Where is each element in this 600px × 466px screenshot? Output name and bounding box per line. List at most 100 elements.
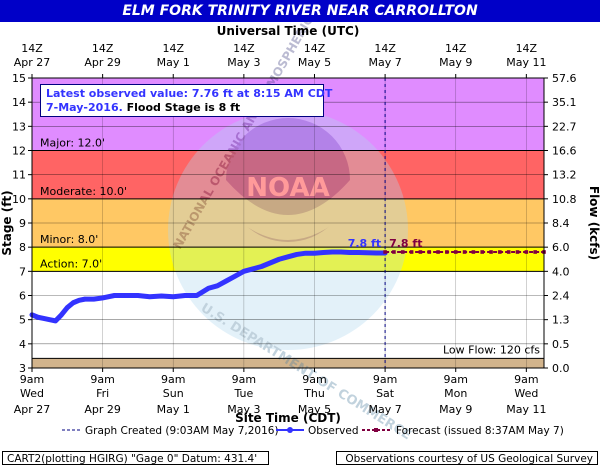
observed-point	[47, 317, 52, 322]
category-label-minor: Minor: 8.0'	[40, 233, 98, 246]
title-bar	[0, 0, 600, 22]
observed-point	[194, 293, 199, 298]
flood-stage-text: Flood Stage is 8 ft	[126, 101, 241, 114]
forecast-point	[515, 250, 520, 254]
footer-datum: CART2(plotting HGIRG) "Gage 0" Datum: 43…	[2, 451, 269, 465]
legend-observed: Observed	[308, 425, 359, 437]
observed-point	[123, 293, 129, 298]
observed-point	[171, 294, 176, 299]
flow-tick-label: 2.4	[552, 290, 570, 303]
flow-tick-label: 0.5	[552, 338, 570, 351]
observed-point	[250, 266, 255, 272]
observed-point	[82, 296, 88, 302]
bottom-tick-date: May 7	[368, 403, 401, 416]
bottom-tick-time: 9am	[302, 373, 326, 386]
flow-tick-label: 6.0	[552, 241, 570, 254]
top-tick-hour: 14Z	[445, 42, 467, 55]
bottom-tick-weekday: Wed	[514, 387, 538, 400]
forecast-point	[480, 250, 485, 254]
forecast-point	[409, 250, 414, 254]
category-label-action: Action: 7.0'	[40, 257, 102, 270]
observed-point	[35, 315, 41, 320]
left-axis-title: Stage (ft)	[0, 190, 14, 255]
forecast-point	[400, 250, 405, 254]
bottom-tick-date: May 9	[439, 403, 472, 416]
flow-tick-label: 35.1	[552, 96, 577, 109]
observed-point	[53, 318, 58, 324]
observed-point	[91, 296, 96, 302]
watermark-gull	[226, 180, 350, 240]
observed-point	[41, 316, 46, 321]
forecast-point	[453, 250, 458, 254]
bottom-tick-date: Apr 27	[14, 403, 51, 416]
top-tick-hour: 14Z	[162, 42, 184, 55]
forecast-point	[498, 250, 502, 254]
flow-tick-label: 16.6	[552, 145, 577, 158]
stage-tick-label: 5	[19, 314, 26, 327]
forecast-point	[533, 250, 537, 254]
observed-point	[241, 269, 247, 274]
latest-observed-box: Latest observed value: 7.76 ft at 8:15 A…	[40, 84, 333, 117]
flow-tick-label: 1.3	[552, 314, 570, 327]
bottom-tick-date: Apr 29	[84, 403, 121, 416]
bottom-tick-time: 9am	[90, 373, 114, 386]
observed-point	[112, 293, 117, 298]
stage-tick-label: 6	[19, 290, 26, 303]
top-tick-hour: 14Z	[92, 42, 114, 55]
bottom-tick-weekday: Mon	[444, 387, 467, 400]
right-axis-title: Flow (kcfs)	[587, 186, 600, 260]
observed-point	[347, 250, 352, 255]
observed-point	[321, 250, 326, 255]
chart-axes: 3 4 5 6 7 8 9 10 11 12 13 14 15 0.0 0.5 1.3 2.4 4.0 6.0 8.4…	[12, 42, 577, 416]
stage-tick-label: 10	[12, 193, 26, 206]
bottom-tick-weekday: Fri	[96, 387, 109, 400]
latest-observed-line1: Latest observed value: 7.76 ft at 8:15 A…	[46, 87, 333, 100]
observed-point	[374, 250, 379, 256]
forecast-point	[445, 250, 449, 254]
observed-point	[285, 254, 291, 260]
observed-point	[329, 249, 335, 255]
chart-title: ELM FORK TRINITY RIVER NEAR CARROLLTON	[122, 3, 478, 19]
observed-point	[65, 305, 70, 310]
observed-value-label: 7.8 ft	[348, 237, 381, 250]
flow-tick-label: 4.0	[552, 265, 570, 278]
observed-point	[70, 300, 76, 305]
bottom-tick-time: 9am	[232, 373, 256, 386]
observed-point	[356, 250, 361, 255]
observed-point	[259, 264, 264, 269]
observed-point	[232, 273, 238, 279]
top-tick-date: May 11	[506, 56, 546, 69]
bottom-tick-time: 9am	[20, 373, 44, 386]
stage-tick-label: 4	[19, 338, 26, 351]
observed-point	[294, 252, 300, 257]
bottom-tick-date: May 3	[227, 403, 260, 416]
chart-labels: Universal Time (UTC) Site Time (CDT) Stage…	[0, 24, 600, 437]
observed-point	[224, 278, 229, 284]
forecast-point	[524, 250, 529, 254]
top-tick-hour: 14Z	[233, 42, 255, 55]
stage-tick-label: 11	[12, 169, 26, 182]
flow-tick-label: 10.8	[552, 193, 577, 206]
watermark-circle	[168, 110, 408, 350]
top-tick-date: Apr 29	[84, 56, 121, 69]
flow-tick-label: 57.6	[552, 72, 577, 85]
bottom-tick-weekday: Sat	[376, 387, 395, 400]
forecast-point	[383, 250, 387, 254]
top-tick-date: May 7	[368, 56, 401, 69]
forecast-point	[506, 250, 511, 254]
top-tick-hour: 14Z	[374, 42, 396, 55]
forecast-point	[436, 250, 440, 254]
legend-forecast-marker	[374, 428, 378, 432]
observed-point	[338, 249, 344, 255]
forecast-point	[471, 250, 476, 254]
flow-tick-label: 8.4	[552, 217, 570, 230]
bottom-tick-weekday: Wed	[20, 387, 44, 400]
latest-observed-date: 7-May-2016.	[46, 101, 123, 114]
bottom-tick-date: May 11	[506, 403, 546, 416]
low-flow-label: Low Flow: 120 cfs	[443, 343, 540, 356]
bottom-tick-time: 9am	[373, 373, 397, 386]
category-label-moderate: Moderate: 10.0'	[40, 185, 127, 198]
bottom-tick-time: 9am	[161, 373, 185, 386]
category-label-major: Major: 12.0'	[40, 137, 105, 150]
